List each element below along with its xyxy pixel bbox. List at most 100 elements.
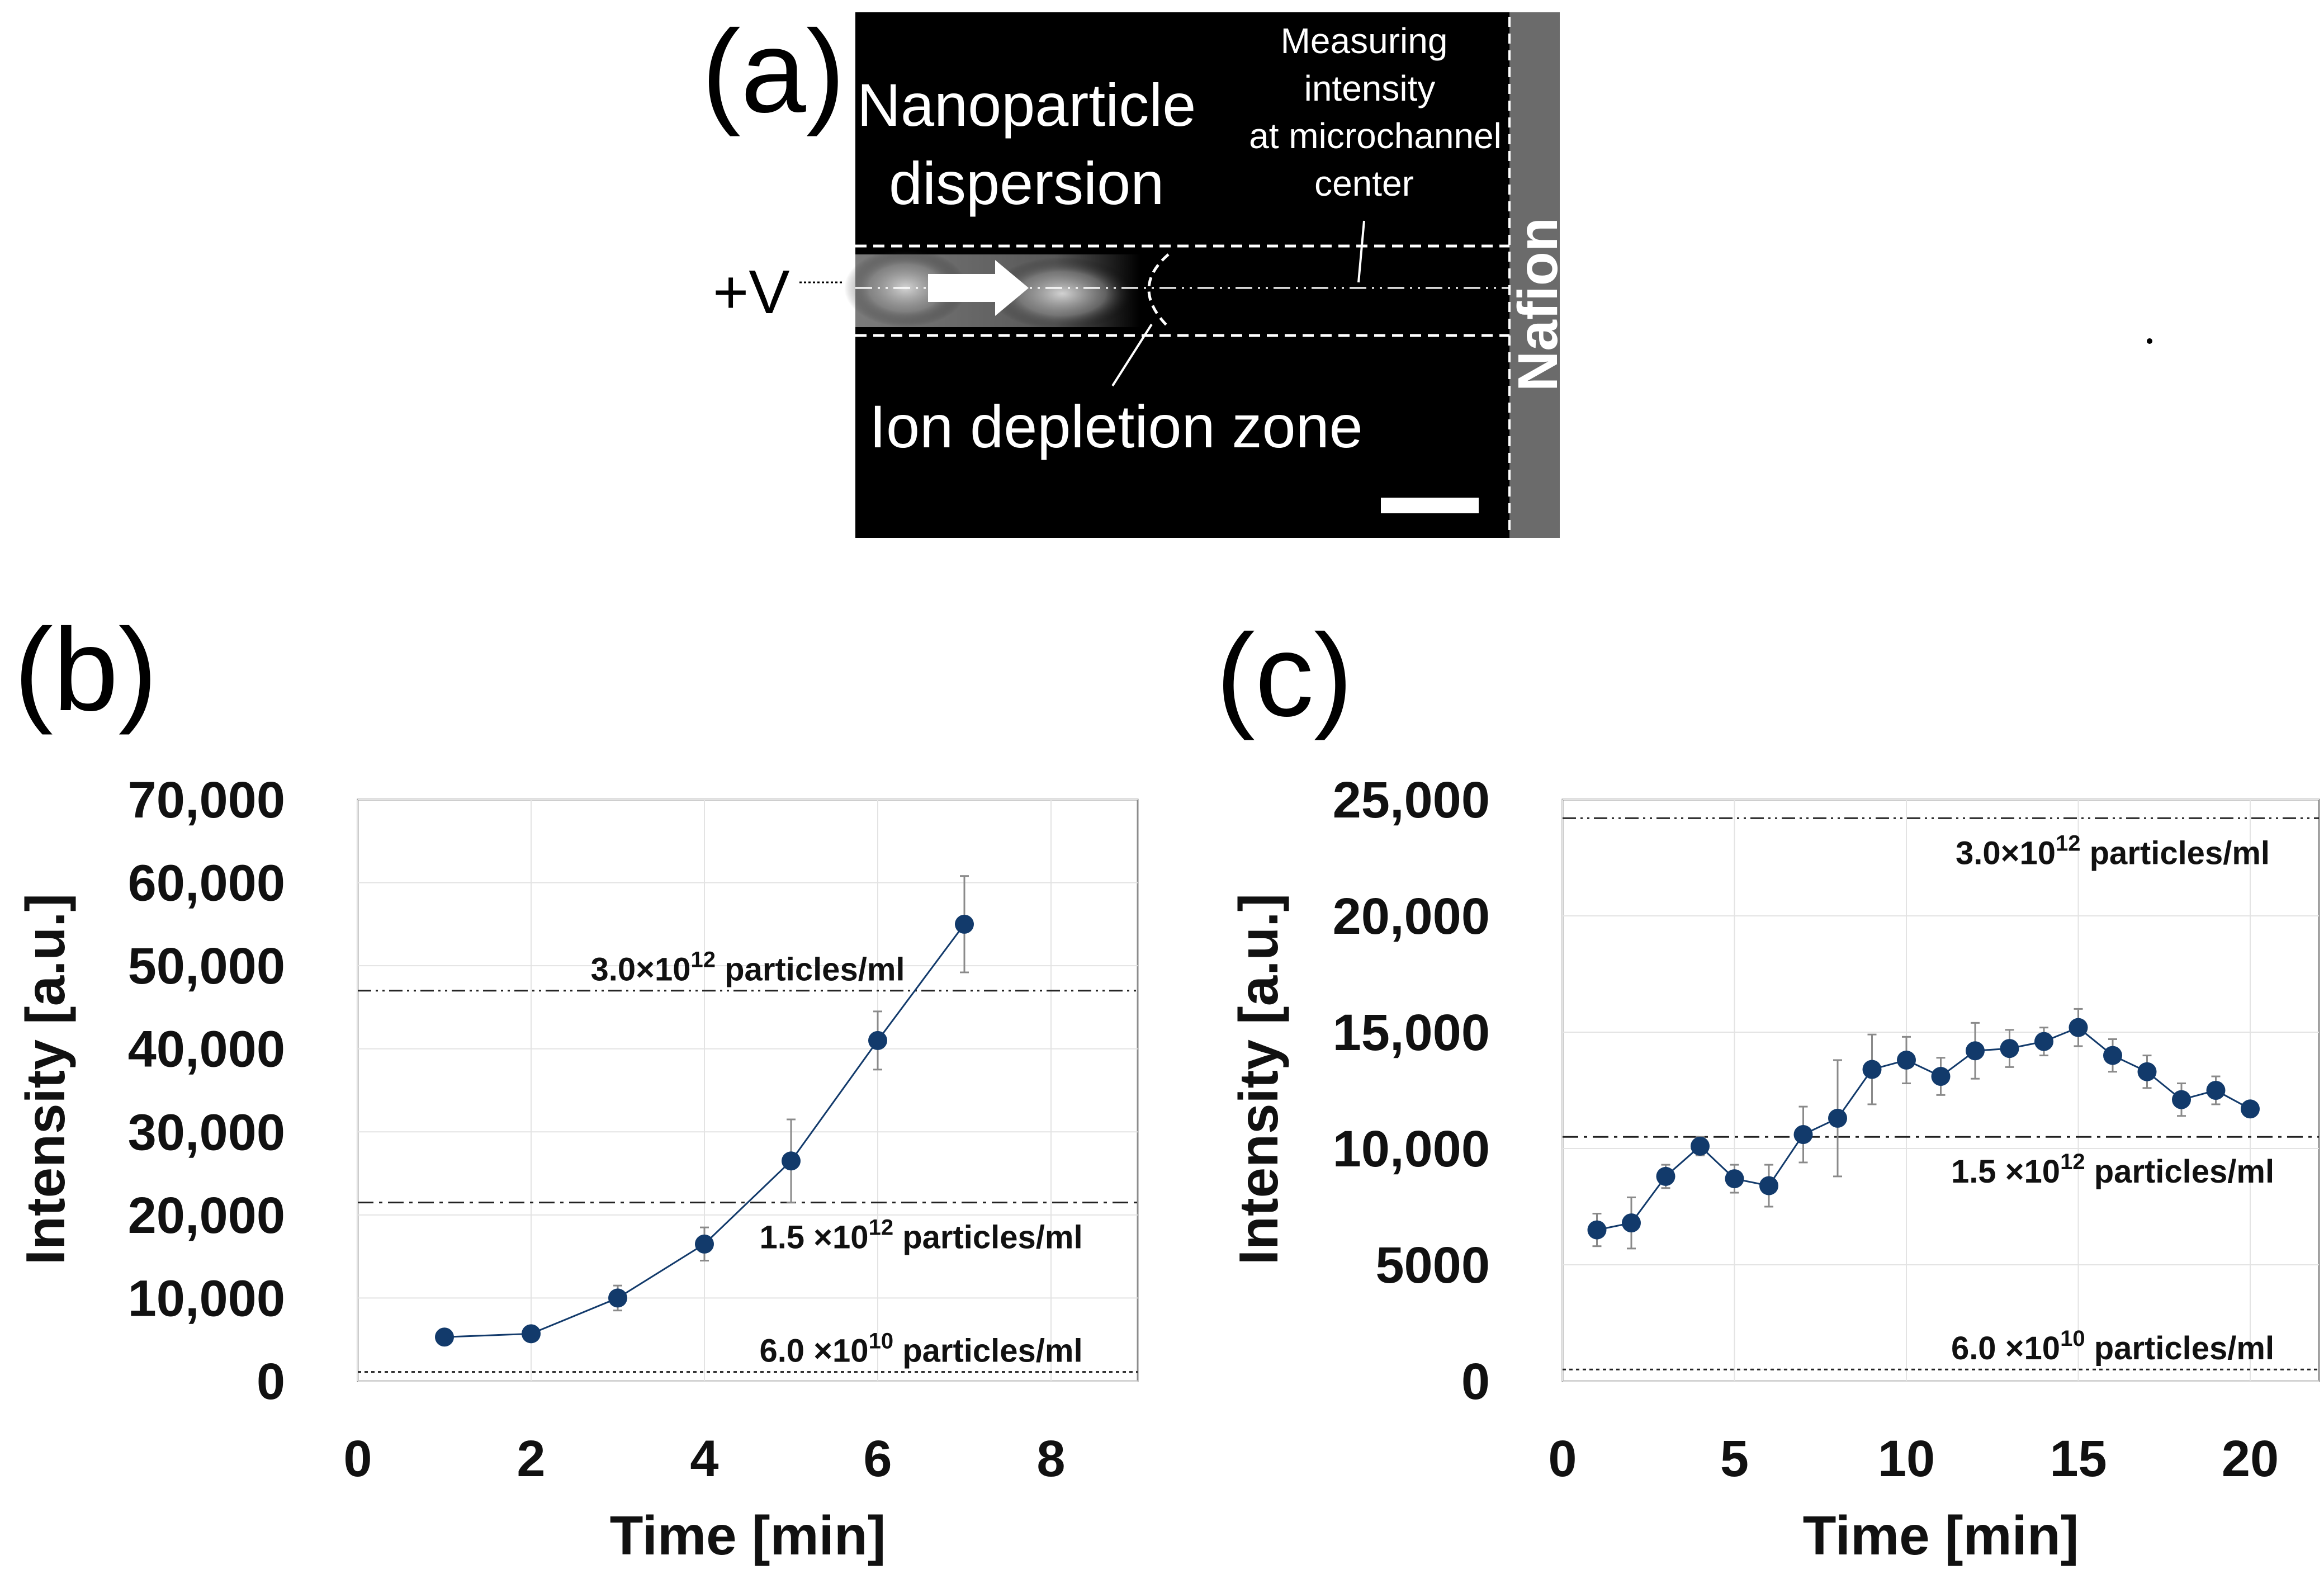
- reference-label-exponent: 12: [2056, 831, 2081, 855]
- data-point: [608, 1288, 627, 1308]
- measure-label-line2: intensity: [1304, 68, 1436, 108]
- data-point: [2034, 1032, 2053, 1051]
- data-point: [1759, 1176, 1778, 1195]
- data-point: [2172, 1090, 2191, 1109]
- measure-label-line1: Measuring: [1281, 21, 1448, 61]
- data-point: [1897, 1050, 1916, 1070]
- reference-label-main: 3.0×10: [591, 952, 691, 988]
- y-axis-label: Intensity [a.u.]: [1228, 894, 1289, 1265]
- reference-label-main: 1.5 ×10: [759, 1220, 868, 1256]
- data-point: [2103, 1046, 2122, 1065]
- reference-line-label: 1.5 ×1012 particles/ml: [759, 1216, 1082, 1256]
- reference-line-label: 1.5 ×1012 particles/ml: [1951, 1150, 2274, 1190]
- data-point: [1862, 1060, 1882, 1079]
- x-tick-label: 5: [1720, 1430, 1749, 1487]
- x-tick-label: 0: [343, 1430, 372, 1487]
- nafion-label: Nafion: [1507, 218, 1569, 391]
- panel-a-letter: (a): [702, 6, 845, 137]
- reference-label-unit: particles/ml: [893, 1333, 1082, 1369]
- data-point: [2206, 1081, 2226, 1100]
- data-point: [695, 1234, 714, 1254]
- y-tick-label: 20,000: [1333, 888, 1490, 945]
- voltage-label: +V: [713, 258, 790, 327]
- y-axis-label: Intensity [a.u.]: [15, 894, 76, 1265]
- reference-label-main: 6.0 ×10: [1951, 1330, 2060, 1367]
- depletion-zone-label: Ion depletion zone: [869, 393, 1363, 460]
- y-tick-label: 25,000: [1333, 772, 1490, 829]
- y-tick-label: 20,000: [128, 1187, 285, 1244]
- data-point: [1725, 1169, 1744, 1189]
- data-point: [435, 1327, 454, 1347]
- reference-label-exponent: 12: [691, 948, 716, 972]
- scale-bar: [1381, 498, 1479, 513]
- reference-label-unit: particles/ml: [2085, 1154, 2274, 1190]
- chart-c: (c) 0 5000 10,000 15,000 20,000 25,000 0 5 10 15 20…: [1216, 609, 2320, 1566]
- y-tick-label: 40,000: [128, 1021, 285, 1078]
- panel-b-letter: (b): [14, 604, 158, 735]
- chart-b: (b) 0 10,000 20,000 30,000 40,000 50,000 60,000…: [14, 604, 1139, 1566]
- measure-label-line3: at microchannel: [1249, 116, 1502, 156]
- x-tick-label: 6: [863, 1430, 892, 1487]
- x-axis-label: Time [min]: [610, 1505, 886, 1566]
- plot-area: [357, 798, 1139, 1382]
- reference-label-unit: particles/ml: [2085, 1330, 2274, 1367]
- y-tick-label: 0: [257, 1353, 285, 1410]
- x-tick-label: 20: [2222, 1430, 2279, 1487]
- measure-pointer-line: [1357, 220, 1365, 283]
- y-tick-label: 0: [1461, 1353, 1490, 1410]
- dispersion-label-line1: Nanoparticle: [857, 71, 1196, 139]
- data-point: [2241, 1099, 2260, 1119]
- reference-label-unit: particles/ml: [716, 952, 905, 988]
- measure-label-line4: center: [1314, 163, 1414, 204]
- nanoparticle-glow-spot: [990, 257, 1135, 330]
- reference-line-label: 3.0×1012 particles/ml: [591, 948, 905, 988]
- x-tick-label: 0: [1548, 1430, 1577, 1487]
- reference-label-unit: particles/ml: [893, 1220, 1082, 1256]
- data-point: [2069, 1018, 2088, 1037]
- data-point: [955, 914, 974, 934]
- dispersion-label-line2: dispersion: [889, 149, 1164, 217]
- data-point: [2137, 1062, 2157, 1081]
- data-point: [1622, 1213, 1641, 1233]
- y-tick-label: 60,000: [128, 855, 285, 912]
- y-tick-label: 70,000: [128, 772, 285, 829]
- data-point: [1793, 1125, 1813, 1145]
- reference-line-label: 3.0×1012 particles/ml: [1956, 831, 2270, 871]
- y-tick-label: 15,000: [1333, 1004, 1490, 1061]
- y-tick-label: 10,000: [128, 1270, 285, 1327]
- x-tick-label: 4: [690, 1430, 718, 1487]
- data-point: [1691, 1136, 1710, 1156]
- data-point: [1828, 1108, 1847, 1128]
- x-axis-label: Time [min]: [1803, 1505, 2079, 1566]
- data-point: [868, 1031, 887, 1050]
- reference-line-label: 6.0 ×1010 particles/ml: [759, 1329, 1082, 1369]
- x-tick-label: 8: [1036, 1430, 1065, 1487]
- flow-arrow-icon: [928, 260, 1029, 316]
- y-tick-label: 30,000: [128, 1104, 285, 1161]
- depletion-pointer-line: [1111, 323, 1153, 387]
- data-point: [1656, 1166, 1675, 1186]
- data-point: [522, 1324, 541, 1344]
- nafion-membrane: [1509, 12, 1560, 538]
- panel-c-letter: (c): [1216, 609, 1353, 741]
- reference-line-label: 6.0 ×1010 particles/ml: [1951, 1326, 2274, 1367]
- data-point: [2000, 1039, 2019, 1058]
- y-tick-label: 10,000: [1333, 1121, 1490, 1178]
- data-point: [1587, 1220, 1607, 1240]
- stray-dot: [2147, 338, 2152, 344]
- reference-label-exponent: 10: [869, 1329, 894, 1354]
- y-tick-label: 50,000: [128, 938, 285, 995]
- reference-label-exponent: 12: [869, 1216, 894, 1240]
- reference-label-main: 1.5 ×10: [1951, 1154, 2060, 1190]
- reference-label-exponent: 10: [2060, 1326, 2085, 1351]
- x-tick-label: 2: [517, 1430, 545, 1487]
- reference-label-exponent: 12: [2060, 1150, 2085, 1174]
- x-tick-label: 15: [2050, 1430, 2107, 1487]
- panel-a: (a) Nanoparticle dispersion Measuring in…: [702, 6, 2152, 538]
- data-point: [1966, 1041, 1985, 1061]
- y-tick-label: 5000: [1375, 1237, 1490, 1294]
- x-tick-label: 10: [1878, 1430, 1935, 1487]
- reference-label-main: 6.0 ×10: [759, 1333, 868, 1369]
- data-point: [782, 1151, 801, 1171]
